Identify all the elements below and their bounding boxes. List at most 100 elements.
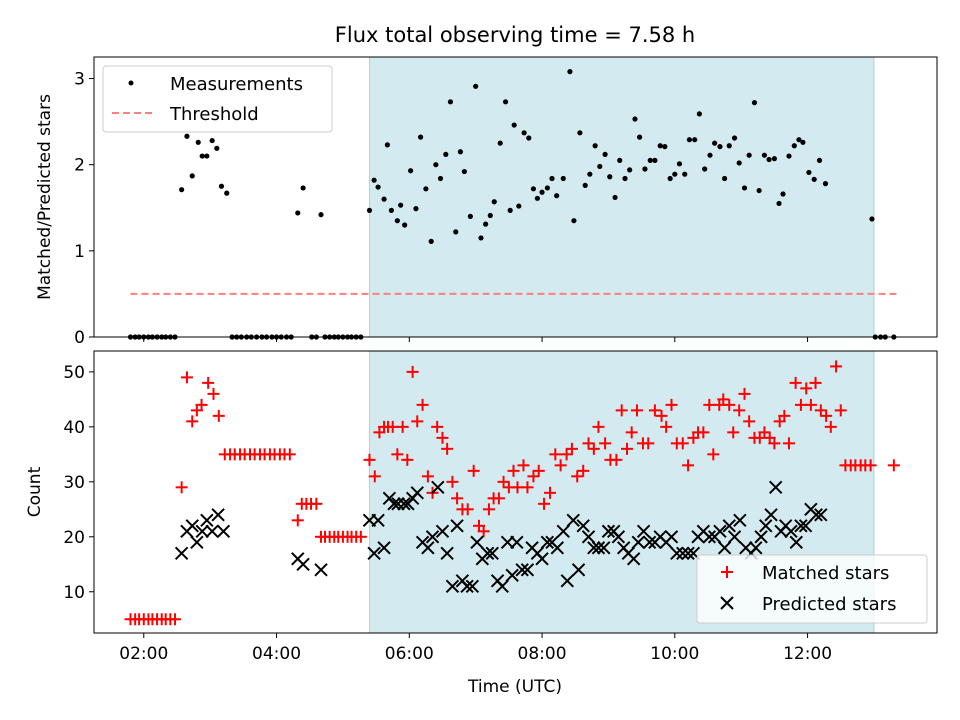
matched-stars-point: [577, 464, 590, 477]
matched-stars-point: [391, 448, 404, 461]
measurement-point: [622, 175, 628, 182]
predicted-stars-point: [754, 530, 768, 544]
measurement-point: [530, 186, 537, 192]
measurement-point: [491, 199, 497, 205]
measurement-point: [597, 163, 603, 170]
measurement-point: [443, 151, 449, 157]
matched-stars-point: [768, 437, 781, 450]
measurement-point: [366, 207, 373, 213]
matched-stars-point: [587, 442, 600, 455]
matched-stars-point: [431, 420, 444, 433]
top-panel: 0 1 2 3 Matched/Predicted stars Measurement…: [35, 56, 938, 348]
predicted-stars-point: [421, 541, 435, 555]
measurement-point: [800, 139, 806, 145]
measurement-point: [786, 153, 792, 159]
matched-stars-point: [406, 365, 419, 378]
predicted-stars-point: [587, 541, 601, 555]
top-legend: Measurements Threshold: [102, 65, 333, 133]
matched-stars-point: [207, 387, 220, 400]
measurement-point: [199, 153, 205, 159]
predicted-stars-point: [681, 546, 695, 560]
top-y-ticks: 0 1 2 3: [74, 70, 94, 348]
matched-stars-point: [599, 437, 612, 450]
measurement-point: [667, 175, 673, 182]
matched-stars-point: [789, 376, 802, 389]
measurement-point: [657, 143, 663, 149]
measurement-point: [318, 212, 324, 218]
matched-legend-label: Matched stars: [762, 563, 889, 584]
predicted-stars-point: [535, 552, 549, 566]
measurement-point: [746, 152, 752, 158]
measurement-point: [539, 189, 545, 195]
measurement-point: [371, 177, 377, 183]
measurement-point: [534, 195, 541, 201]
matched-stars-point: [544, 486, 557, 499]
predicted-stars-point: [190, 535, 204, 550]
measurement-point: [214, 145, 220, 151]
matched-stars-point: [467, 464, 480, 477]
predicted-stars-point: [664, 530, 679, 544]
matched-stars-point: [809, 376, 822, 389]
measurement-point: [195, 139, 201, 145]
matched-stars-point: [461, 503, 474, 516]
predicted-stars-point: [485, 546, 499, 560]
matched-stars-point: [778, 409, 791, 422]
matched-stars-point: [697, 426, 710, 439]
measurement-point: [189, 173, 195, 179]
measurement-point: [497, 140, 503, 146]
predicted-stars-point: [371, 513, 385, 528]
matched-stars-point: [630, 404, 643, 417]
top-axes-frame: [93, 56, 938, 338]
predicted-stars-point: [367, 546, 381, 560]
top-y-axis-label: Matched/Predicted stars: [35, 94, 55, 300]
predicted-stars-point: [556, 524, 570, 539]
predicted-stars-point: [626, 552, 641, 566]
measurement-point: [736, 160, 742, 166]
y-tick-label: 20: [63, 528, 85, 548]
matched-stars-point: [549, 448, 562, 461]
measurement-point: [607, 174, 613, 180]
measurement-point: [433, 162, 439, 168]
measurement-point: [766, 156, 772, 163]
predicted-stars-point: [611, 530, 626, 544]
matched-stars-point: [565, 442, 578, 455]
measurements-legend-marker: [128, 80, 134, 86]
matched-stars-point: [648, 404, 661, 417]
matched-stars-point: [814, 404, 827, 417]
predicted-stars-point: [749, 541, 763, 555]
predicted-stars-point: [515, 563, 529, 577]
measurement-point: [751, 100, 758, 106]
matched-stars-point: [291, 514, 304, 527]
matched-stars-point: [396, 420, 409, 433]
matched-stars-point: [717, 393, 730, 406]
count-points: [124, 360, 900, 626]
measurement-point: [483, 221, 489, 227]
measurement-point: [487, 212, 493, 219]
measurement-point: [413, 206, 419, 212]
predicted-stars-point: [713, 524, 727, 539]
measurement-point: [627, 167, 633, 173]
measurement-point: [796, 137, 802, 143]
matched-stars-point: [175, 481, 188, 494]
measurement-point: [408, 168, 414, 174]
measurement-point: [731, 135, 738, 141]
predicted-legend-label: Predicted stars: [762, 594, 896, 615]
measurement-point: [453, 229, 459, 235]
matched-stars-point: [592, 420, 605, 433]
matched-stars-point: [354, 530, 367, 543]
predicted-stars-point: [566, 513, 580, 528]
measurement-point: [756, 187, 762, 194]
matched-stars-point: [436, 431, 449, 444]
matched-stars-point: [441, 442, 454, 455]
matched-stars-point: [676, 437, 689, 450]
predicted-stars-point: [702, 530, 717, 544]
y-tick-label: 3: [74, 70, 85, 90]
matched-stars-point: [655, 409, 668, 422]
matched-stars-point: [682, 459, 695, 472]
matched-stars-point: [707, 448, 720, 461]
predicted-stars-point: [550, 541, 565, 555]
predicted-stars-point: [510, 535, 524, 550]
measurement-point: [822, 181, 829, 187]
measurement-point: [712, 140, 718, 146]
